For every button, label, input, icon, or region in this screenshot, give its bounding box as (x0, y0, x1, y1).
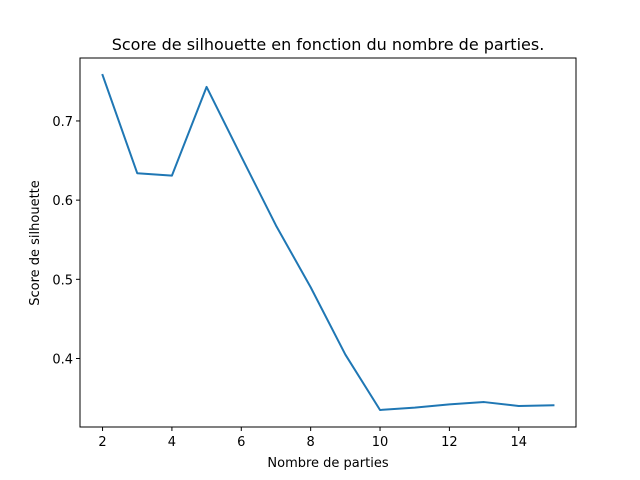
axes-frame (79, 57, 577, 428)
plot-area: 2 4 6 8 10 12 14 0.4 0.5 0.6 0.7 (52, 57, 577, 450)
x-tick-label: 12 (441, 435, 458, 450)
x-tick-label: 10 (372, 435, 389, 450)
x-tick-label: 6 (237, 435, 245, 450)
y-tick-label: 0.6 (52, 194, 73, 209)
x-tick-label: 8 (307, 435, 315, 450)
y-tick-label: 0.7 (52, 115, 73, 130)
y-tick-label: 0.5 (52, 273, 73, 288)
series-line-0 (101, 73, 555, 411)
x-tick-label: 14 (510, 435, 527, 450)
y-tick-label: 0.4 (52, 353, 73, 368)
x-axis-label: Nombre de parties (267, 456, 388, 471)
y-axis-label: Score de silhouette (28, 180, 43, 306)
chart-title: Score de silhouette en fonction du nombr… (112, 35, 545, 54)
x-tick-label: 4 (168, 435, 176, 450)
x-tick-label: 2 (98, 435, 106, 450)
